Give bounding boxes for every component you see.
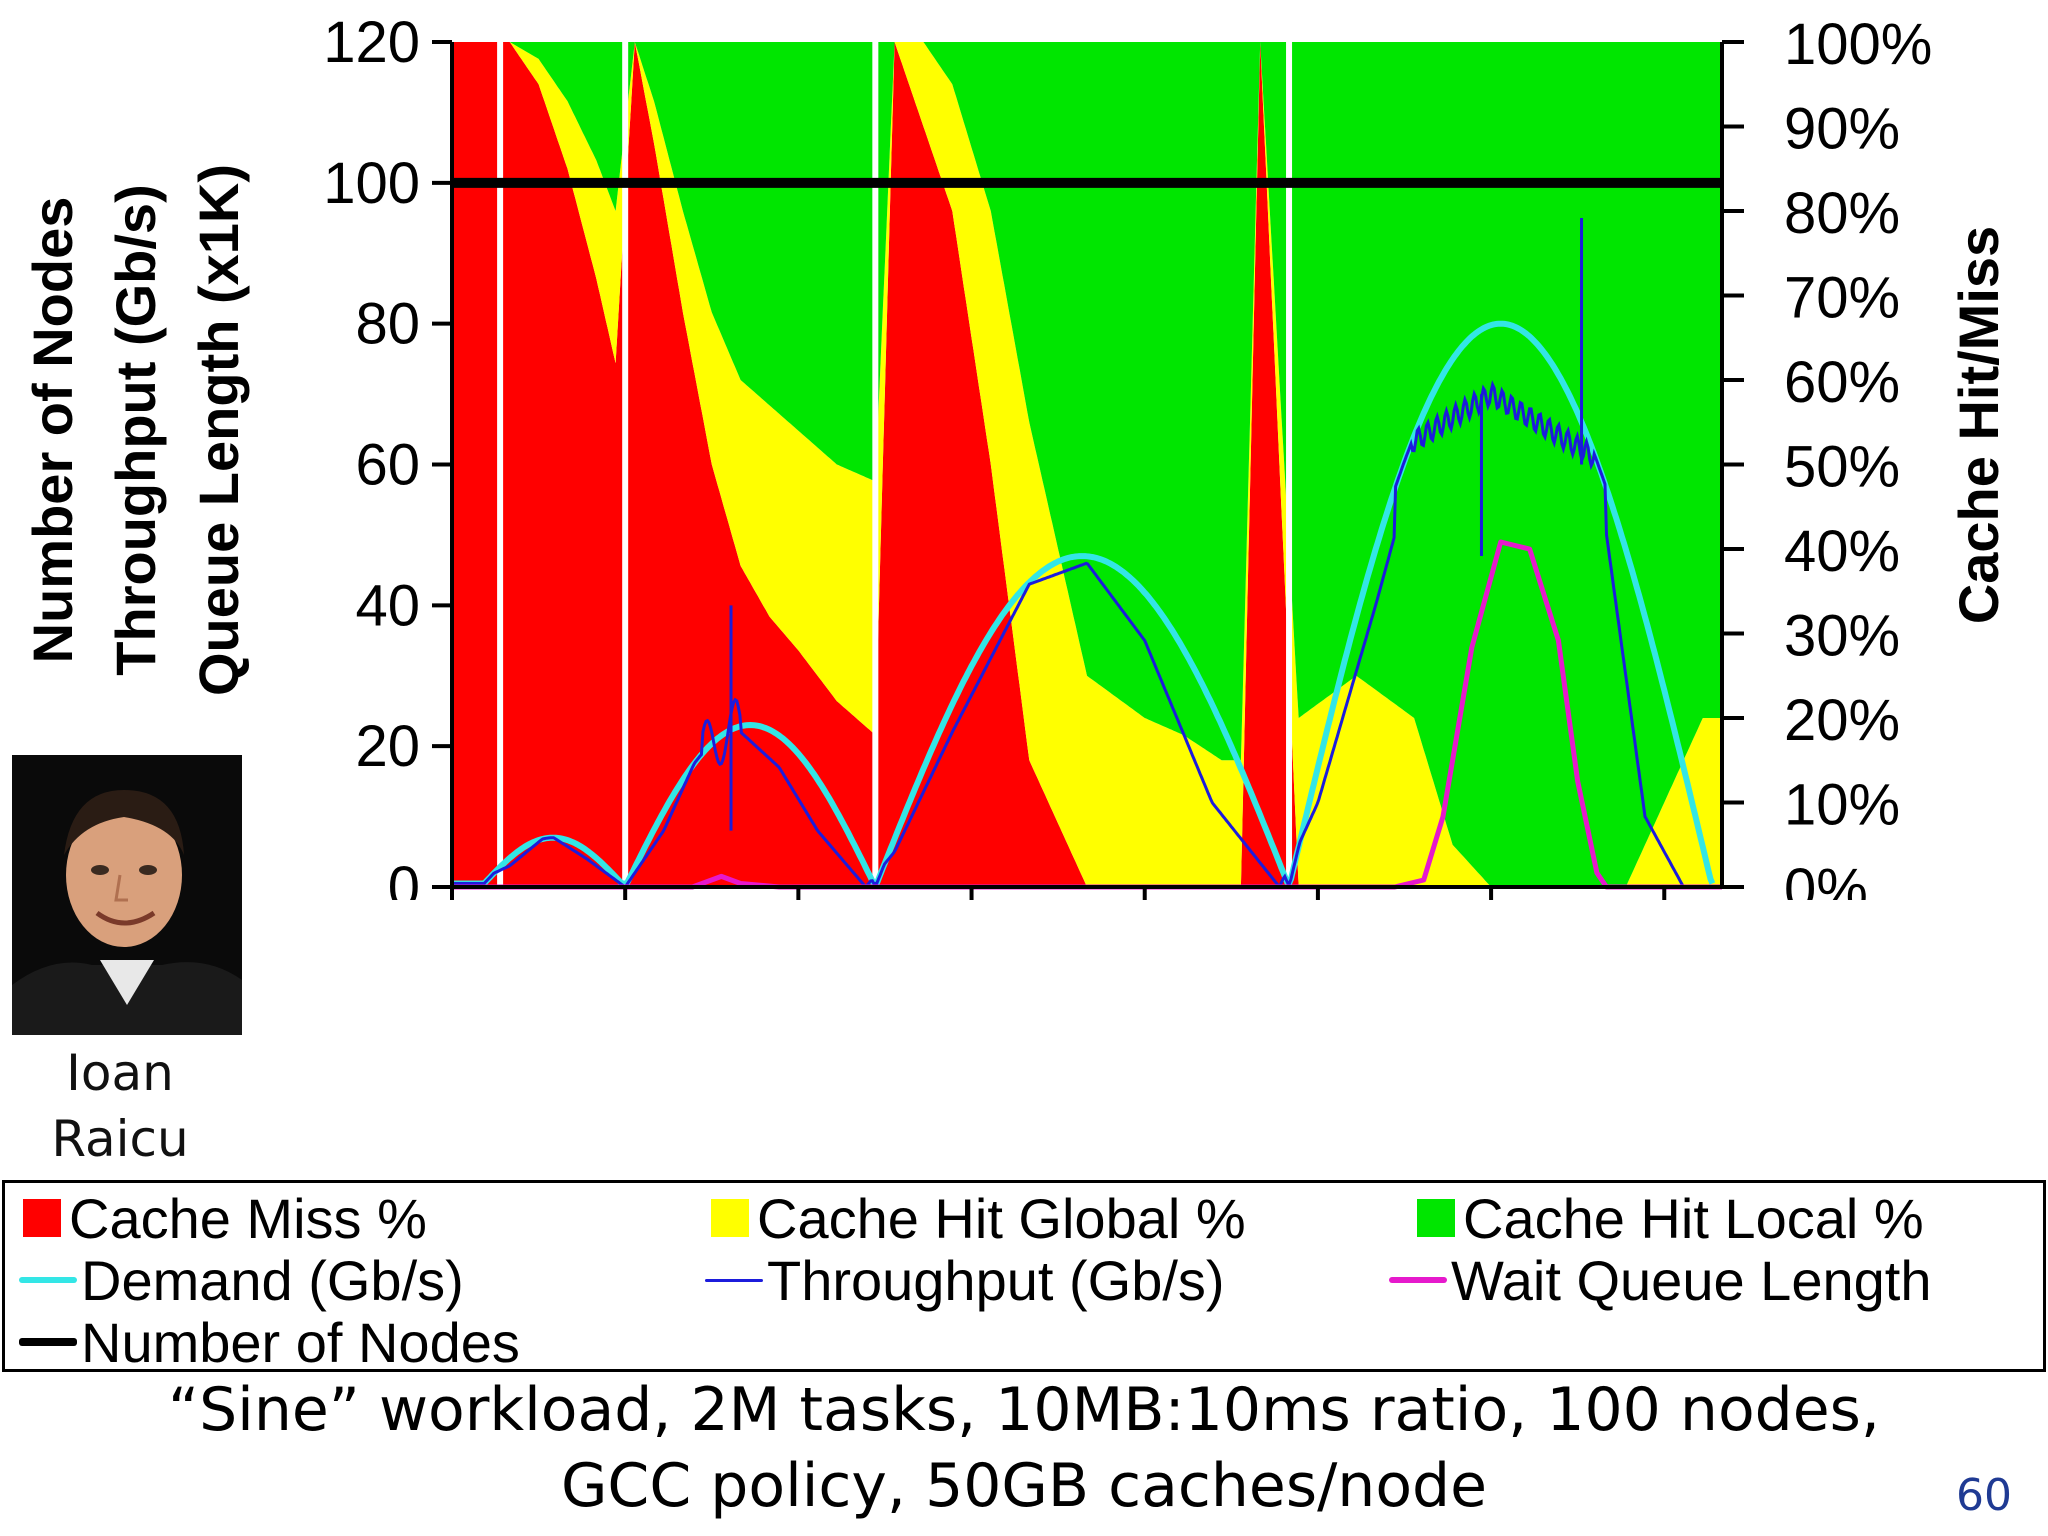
presenter-name: Ioan Raicu <box>20 1040 220 1172</box>
chart-legend: Cache Miss % Cache Hit Global % Cache Hi… <box>2 1180 2046 1374</box>
y-right-tick-label-4: 40% <box>1784 519 1900 584</box>
legend-label-nodes: Number of Nodes <box>81 1310 520 1374</box>
legend-label-cache-miss: Cache Miss % <box>69 1186 427 1250</box>
y-left-tick-label-4: 80 <box>355 292 420 357</box>
legend-label-wait-queue: Wait Queue Length <box>1451 1248 1932 1312</box>
cache-hit-global-area <box>452 42 1722 887</box>
y-right-tick-label-1: 10% <box>1784 773 1900 838</box>
legend-label-demand: Demand (Gb/s) <box>81 1248 464 1312</box>
presenter-first-name: Ioan <box>66 1044 174 1102</box>
y-right-tick-label-10: 100% <box>1784 12 1932 77</box>
y-left-tick-label-2: 40 <box>355 573 420 638</box>
y-left-axis-title-1: Throughput (Gb/s) <box>104 184 167 675</box>
legend-swatch-throughput <box>705 1278 763 1282</box>
period-gap-1 <box>622 42 629 887</box>
legend-swatch-wait-queue <box>1389 1277 1447 1283</box>
y-right-tick-label-7: 70% <box>1784 266 1900 331</box>
legend-item-cache-hit-global: Cache Hit Global % <box>711 1186 1246 1250</box>
presenter-photo <box>12 755 242 1035</box>
legend-item-demand: Demand (Gb/s) <box>19 1248 464 1312</box>
legend-swatch-cache-hit-global <box>711 1199 749 1237</box>
chart: 0 20 40 60 80 100 120 0% 10% 20% 30% 40% 50% 60% 70% 80… <box>21 10 2010 900</box>
y-right-tick-label-6: 60% <box>1784 350 1900 415</box>
presenter-last-name: Raicu <box>51 1110 189 1168</box>
period-gap-3 <box>1286 42 1293 887</box>
y-left-tick-label-3: 60 <box>355 433 420 498</box>
legend-item-cache-miss: Cache Miss % <box>23 1186 427 1250</box>
legend-item-nodes: Number of Nodes <box>19 1310 520 1374</box>
page-number: 60 <box>1956 1470 2012 1521</box>
caption-line-2: GCC policy, 50GB caches/node <box>560 1451 1488 1521</box>
slide-caption: “Sine” workload, 2M tasks, 10MB:10ms rat… <box>0 1372 2048 1524</box>
period-gap-0 <box>497 42 504 887</box>
legend-item-cache-hit-local: Cache Hit Local % <box>1417 1186 1924 1250</box>
y-right-tick-label-0: 0% <box>1784 857 1868 900</box>
y-right-tick-label-8: 80% <box>1784 181 1900 246</box>
throughput-line <box>452 380 1685 889</box>
y-left-tick-label-1: 20 <box>355 714 420 779</box>
cache-miss-area <box>452 42 1722 887</box>
y-right-tick-label-9: 90% <box>1784 97 1900 162</box>
legend-swatch-cache-miss <box>23 1199 61 1237</box>
y-right-tick-label-2: 20% <box>1784 688 1900 753</box>
legend-label-cache-hit-global: Cache Hit Global % <box>757 1186 1246 1250</box>
legend-swatch-cache-hit-local <box>1417 1199 1455 1237</box>
period-gap-2 <box>872 42 879 887</box>
y-right-tick-label-5: 50% <box>1784 435 1900 500</box>
caption-line-1: “Sine” workload, 2M tasks, 10MB:10ms rat… <box>168 1375 1880 1445</box>
y-left-axis-title-0: Number of Nodes <box>21 197 84 664</box>
y-left-tick-label-5: 100 <box>323 151 420 216</box>
y-left-tick-label-0: 0 <box>388 855 420 900</box>
demand-line <box>452 320 1716 889</box>
cache-hit-local-area <box>452 42 1722 887</box>
legend-item-wait-queue: Wait Queue Length <box>1389 1248 1932 1312</box>
y-left-tick-label-6: 120 <box>323 10 420 75</box>
y-right-axis-title: Cache Hit/Miss <box>1947 226 2010 624</box>
y-left-axis-title-2: Queue Length (x1K) <box>187 164 250 696</box>
y-right-tick-label-3: 30% <box>1784 604 1900 669</box>
legend-item-throughput: Throughput (Gb/s) <box>705 1248 1225 1312</box>
legend-swatch-demand <box>19 1277 77 1283</box>
wait-queue-line <box>452 539 1722 890</box>
legend-label-throughput: Throughput (Gb/s) <box>767 1248 1225 1312</box>
legend-swatch-nodes <box>19 1338 77 1346</box>
legend-label-cache-hit-local: Cache Hit Local % <box>1463 1186 1924 1250</box>
